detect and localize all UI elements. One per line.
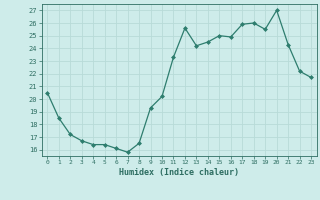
- X-axis label: Humidex (Indice chaleur): Humidex (Indice chaleur): [119, 168, 239, 177]
